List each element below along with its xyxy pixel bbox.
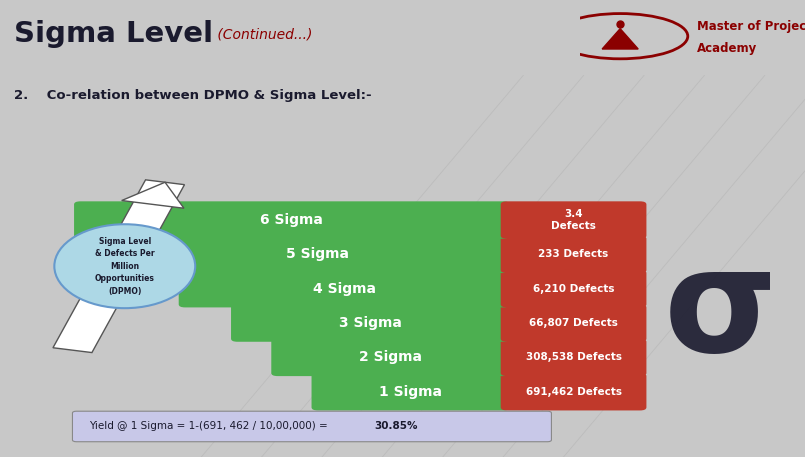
Text: 66,807 Defects: 66,807 Defects <box>529 318 618 328</box>
Text: 2 Sigma: 2 Sigma <box>359 351 422 364</box>
Text: 3 Sigma: 3 Sigma <box>339 316 402 330</box>
Polygon shape <box>53 180 184 352</box>
FancyBboxPatch shape <box>501 236 646 273</box>
Text: 30.85%: 30.85% <box>374 421 418 431</box>
FancyBboxPatch shape <box>179 270 510 308</box>
FancyBboxPatch shape <box>501 270 646 308</box>
FancyBboxPatch shape <box>74 202 510 239</box>
FancyBboxPatch shape <box>72 411 551 442</box>
Text: Sigma Level: Sigma Level <box>14 20 213 48</box>
FancyBboxPatch shape <box>271 339 510 376</box>
Text: 6 Sigma: 6 Sigma <box>260 213 324 227</box>
FancyBboxPatch shape <box>126 236 510 273</box>
Text: (Continued...): (Continued...) <box>213 27 312 41</box>
Text: 5 Sigma: 5 Sigma <box>287 247 349 261</box>
Text: 691,462 Defects: 691,462 Defects <box>526 387 621 397</box>
Text: 233 Defects: 233 Defects <box>539 250 609 260</box>
FancyBboxPatch shape <box>231 304 510 342</box>
Text: Yield @ 1 Sigma = 1-(691, 462 / 10,00,000) =: Yield @ 1 Sigma = 1-(691, 462 / 10,00,00… <box>89 421 331 431</box>
FancyBboxPatch shape <box>312 373 510 410</box>
Text: Master of Project: Master of Project <box>697 20 805 33</box>
Text: σ: σ <box>663 241 778 383</box>
Text: Academy: Academy <box>697 42 757 55</box>
FancyBboxPatch shape <box>501 339 646 376</box>
Ellipse shape <box>55 224 196 308</box>
Text: 308,538 Defects: 308,538 Defects <box>526 352 621 362</box>
Polygon shape <box>122 182 184 208</box>
Text: 3.4
Defects: 3.4 Defects <box>551 209 596 231</box>
Text: 4 Sigma: 4 Sigma <box>312 282 376 296</box>
Polygon shape <box>602 29 638 49</box>
Text: 1 Sigma: 1 Sigma <box>379 385 442 399</box>
Text: 2.    Co-relation between DPMO & Sigma Level:-: 2. Co-relation between DPMO & Sigma Leve… <box>14 89 372 102</box>
FancyBboxPatch shape <box>501 373 646 410</box>
FancyBboxPatch shape <box>501 202 646 239</box>
FancyBboxPatch shape <box>501 304 646 342</box>
Text: 6,210 Defects: 6,210 Defects <box>533 284 614 294</box>
Text: Sigma Level
& Defects Per
Million
Opportunities
(DPMO): Sigma Level & Defects Per Million Opport… <box>95 237 155 296</box>
